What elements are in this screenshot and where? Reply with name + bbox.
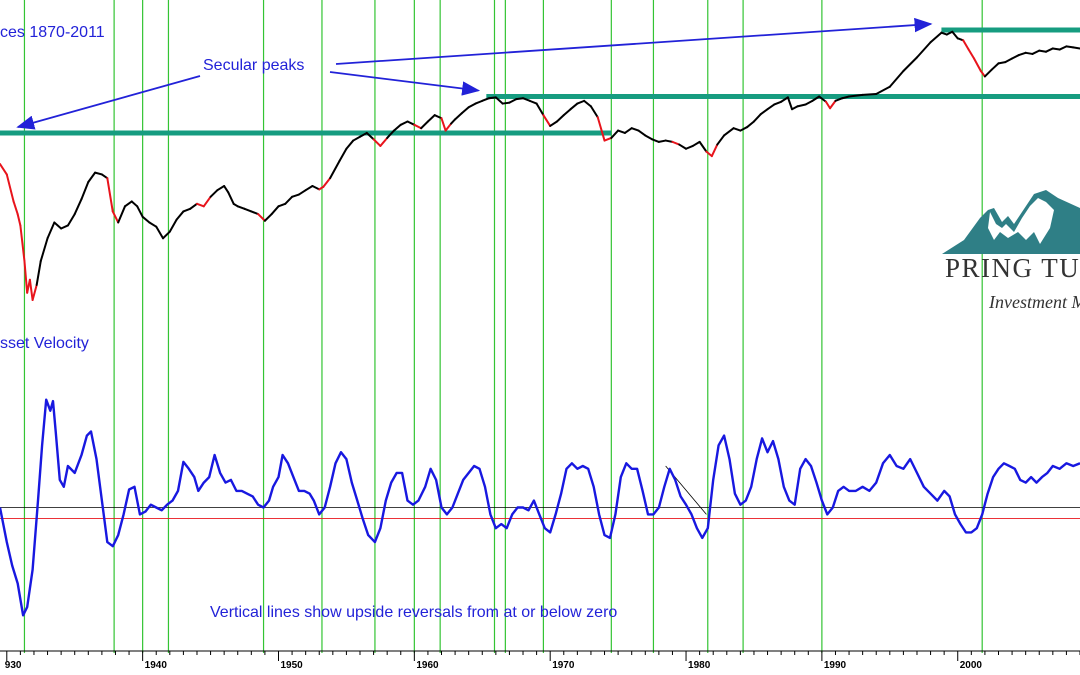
x-tick-label-1930: 930 (5, 660, 22, 671)
price-segment-105 (666, 141, 673, 142)
secular-peaks-label: Secular peaks (203, 57, 304, 74)
price-segment-154 (1026, 53, 1033, 54)
price-segment-156 (1039, 51, 1046, 52)
x-tick-label-1980: 1980 (688, 660, 711, 671)
velocity-panel-title: sset Velocity (0, 335, 89, 352)
vertical-lines-note: Vertical lines show upside reversals fro… (210, 604, 617, 621)
x-tick-label-1950: 1950 (280, 660, 303, 671)
x-tick-label-1970: 1970 (552, 660, 575, 671)
price-panel-title: ces 1870-2011 (0, 24, 105, 41)
price-segment-79 (489, 97, 496, 98)
x-tick-label-1990: 1990 (824, 660, 847, 671)
price-segment-150 (998, 62, 1005, 63)
price-segment-160 (1066, 46, 1073, 47)
price-segment-161 (1073, 47, 1080, 48)
x-tick-label-1960: 1960 (416, 660, 439, 671)
x-tick-label-1940: 1940 (145, 660, 168, 671)
logo-name-text: PRING TU (945, 253, 1080, 283)
price-segment-81 (503, 103, 510, 104)
price-segment-104 (659, 141, 666, 142)
price-segment-158 (1053, 48, 1060, 49)
logo-sub-text: Investment Ma (988, 292, 1080, 312)
price-segment-134 (863, 94, 877, 95)
price-segment-83 (516, 98, 523, 99)
x-tick-label-2000: 2000 (960, 660, 983, 671)
